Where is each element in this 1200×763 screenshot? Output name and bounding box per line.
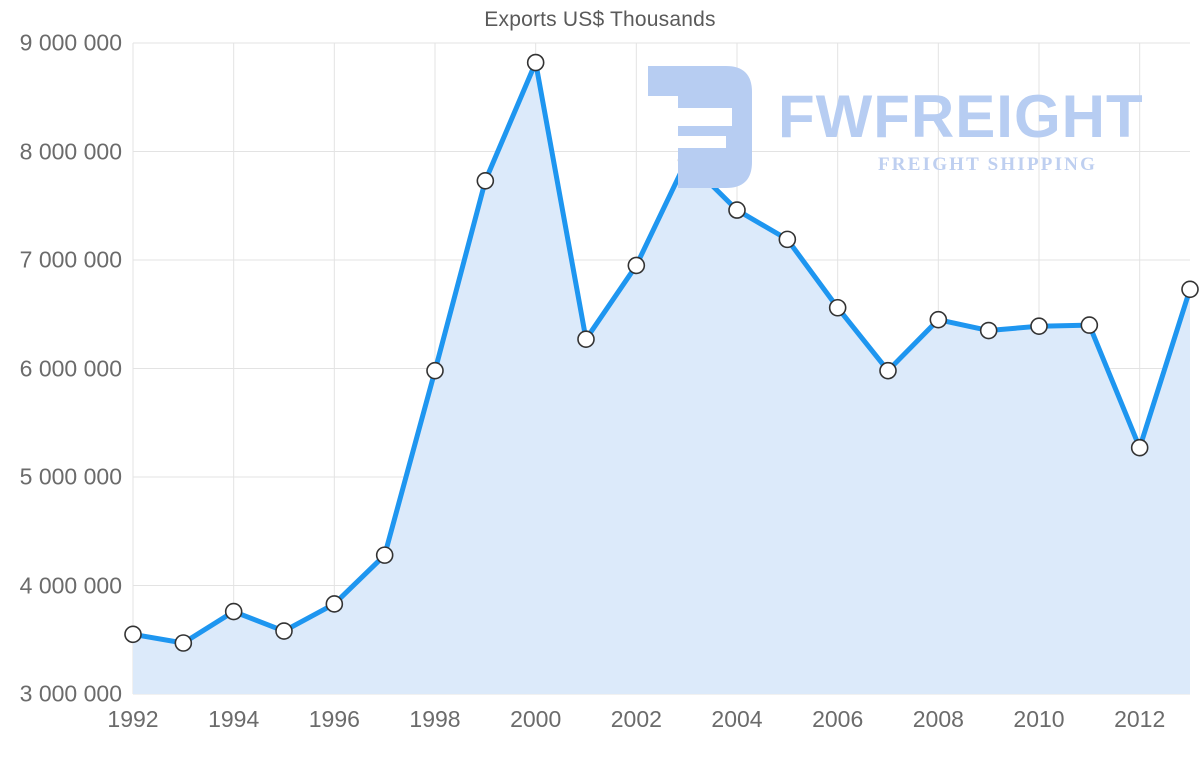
data-point-marker — [174, 634, 193, 652]
data-point-marker — [1130, 438, 1149, 457]
data-point-marker — [325, 595, 344, 613]
data-point-marker — [1181, 280, 1199, 299]
x-axis-tick-label: 1992 — [107, 706, 159, 732]
data-point-marker — [275, 622, 293, 640]
data-point-marker — [778, 230, 797, 249]
x-axis-tick-label: 1994 — [208, 706, 260, 732]
data-point-marker — [577, 330, 595, 349]
y-axis: 3 000 000 4 000 000 5 000 000 6 000 000 7 00… — [0, 0, 122, 763]
x-axis-tick-label: 2012 — [1114, 706, 1166, 732]
y-axis-tick-label: 8 000 000 — [19, 138, 122, 164]
x-axis-tick-label: 1996 — [308, 706, 360, 732]
data-point-marker — [1030, 317, 1048, 335]
data-point-marker — [627, 256, 646, 275]
x-axis-tick-label: 2000 — [510, 706, 562, 732]
data-point-marker — [476, 171, 495, 190]
data-point-markers — [124, 53, 1199, 652]
x-axis-tick-label: 2008 — [912, 706, 964, 732]
y-axis-tick-label: 9 000 000 — [19, 29, 122, 56]
data-point-marker — [1080, 316, 1099, 334]
y-axis-tick-label: 3 000 000 — [19, 680, 122, 707]
data-point-marker — [375, 546, 394, 564]
x-axis-tick-label: 2010 — [1013, 706, 1065, 732]
y-axis-tick-label: 6 000 000 — [19, 355, 122, 381]
data-point-marker — [879, 361, 897, 380]
y-axis-tick-label: 7 000 000 — [19, 246, 122, 273]
data-point-marker — [979, 321, 998, 340]
data-point-marker — [728, 201, 746, 219]
data-point-marker — [929, 310, 948, 329]
x-axis-tick-label: 2002 — [610, 706, 662, 732]
data-point-marker — [426, 361, 444, 380]
area-fill — [133, 62, 1190, 694]
y-axis-tick-label: 4 000 000 — [19, 572, 122, 598]
x-axis-tick-label: 2006 — [812, 706, 864, 732]
y-axis-tick-label: 5 000 000 — [19, 463, 122, 490]
data-point-marker — [526, 53, 545, 72]
data-point-marker — [224, 602, 243, 621]
data-line — [130, 60, 1193, 646]
data-point-marker — [124, 625, 142, 644]
x-axis-tick-label: 2004 — [711, 706, 763, 732]
data-point-marker — [828, 298, 847, 317]
chart-title: Exports US$ Thousands — [484, 8, 716, 31]
x-axis-tick-label: 1998 — [409, 706, 461, 732]
